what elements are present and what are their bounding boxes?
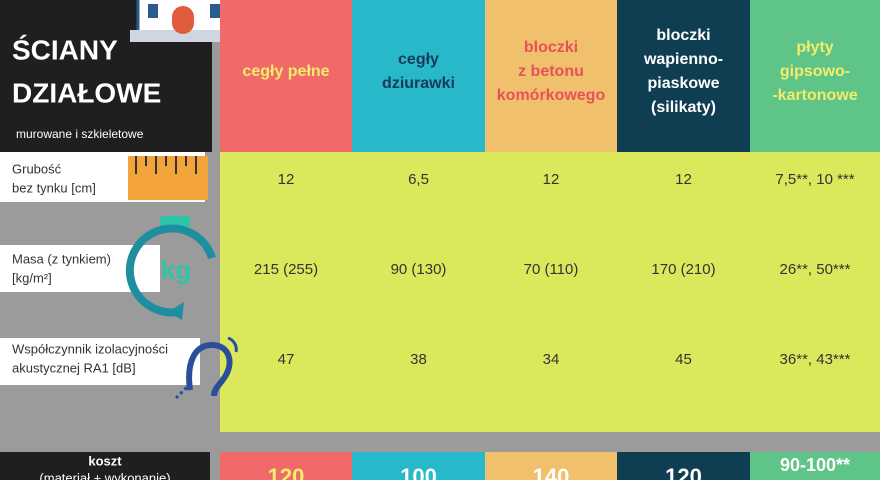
cell-value: 215 (255) bbox=[254, 261, 318, 278]
column-header-text: dziurawki bbox=[382, 75, 455, 92]
cell-value: 70 (110) bbox=[524, 261, 579, 278]
cell-value: 26**, 50*** bbox=[780, 261, 851, 278]
column-header-text: z betonu bbox=[518, 63, 584, 80]
cell-value: 45 bbox=[675, 351, 692, 368]
column-header-text: cegły bbox=[398, 51, 439, 68]
title: DZIAŁOWE bbox=[12, 77, 161, 108]
cost-cell bbox=[485, 452, 617, 480]
column-header bbox=[750, 0, 880, 152]
cost-value: 120 bbox=[665, 464, 702, 480]
column-header-text: (silikaty) bbox=[651, 99, 716, 116]
cost-label: koszt bbox=[88, 453, 122, 468]
row-label: akustycznej RA1 [dB] bbox=[12, 360, 136, 375]
cost-value: 120 bbox=[268, 464, 305, 480]
row-label: bez tynku [cm] bbox=[12, 180, 96, 195]
table-body bbox=[220, 152, 880, 432]
cost-label-box bbox=[0, 452, 210, 480]
cell-value: 7,5**, 10 *** bbox=[775, 171, 854, 188]
cost-value: 140 bbox=[533, 464, 570, 480]
kg-label: kg bbox=[161, 255, 191, 285]
ear-icon bbox=[174, 336, 238, 400]
cell-value: 6,5 bbox=[408, 171, 429, 188]
cell-value: 12 bbox=[278, 171, 295, 188]
column-header-text: płyty bbox=[796, 39, 833, 56]
cost-value: 100 bbox=[400, 464, 437, 480]
subtitle: murowane i szkieletowe bbox=[16, 127, 144, 141]
cell-value: 12 bbox=[543, 171, 560, 188]
cell-value: 34 bbox=[543, 351, 560, 368]
column-header-text: bloczki bbox=[656, 27, 710, 44]
ruler-icon bbox=[128, 156, 208, 200]
cell-value: 47 bbox=[278, 351, 295, 368]
title: ŚCIANY bbox=[12, 34, 118, 65]
cost-label: (materiał + wykonanie) bbox=[39, 470, 170, 480]
column-header-text: -kartonowe bbox=[772, 87, 857, 104]
cell-value: 90 (130) bbox=[391, 261, 447, 278]
column-header bbox=[352, 0, 485, 152]
row-label: Grubość bbox=[12, 161, 62, 176]
row-label: [kg/m²] bbox=[12, 270, 52, 285]
column-header-text: piaskowe bbox=[647, 75, 719, 92]
row-label-box bbox=[0, 338, 200, 385]
cost-cell bbox=[352, 452, 485, 480]
cell-value: 36**, 43*** bbox=[780, 351, 851, 368]
column-header-text: bloczki bbox=[524, 39, 578, 56]
cell-value: 12 bbox=[675, 171, 692, 188]
column-header bbox=[220, 0, 352, 152]
cost-value: 90-100** bbox=[780, 455, 850, 475]
cell-value: 170 (210) bbox=[651, 261, 715, 278]
column-header-text: gipsowo- bbox=[780, 63, 850, 80]
cost-cell bbox=[750, 452, 880, 480]
cost-cell bbox=[617, 452, 750, 480]
column-header-text: komórkowego bbox=[497, 87, 606, 104]
row-label: Współczynnik izolacyjności bbox=[12, 341, 168, 356]
row-label: Masa (z tynkiem) bbox=[12, 251, 111, 266]
scale-icon: kg bbox=[125, 216, 216, 320]
cell-value: 38 bbox=[410, 351, 427, 368]
column-header bbox=[485, 0, 617, 152]
column-header-text: cegły pełne bbox=[242, 63, 329, 80]
column-header-text: wapienno- bbox=[643, 51, 723, 68]
cost-cell bbox=[220, 452, 352, 480]
column-header bbox=[617, 0, 750, 152]
